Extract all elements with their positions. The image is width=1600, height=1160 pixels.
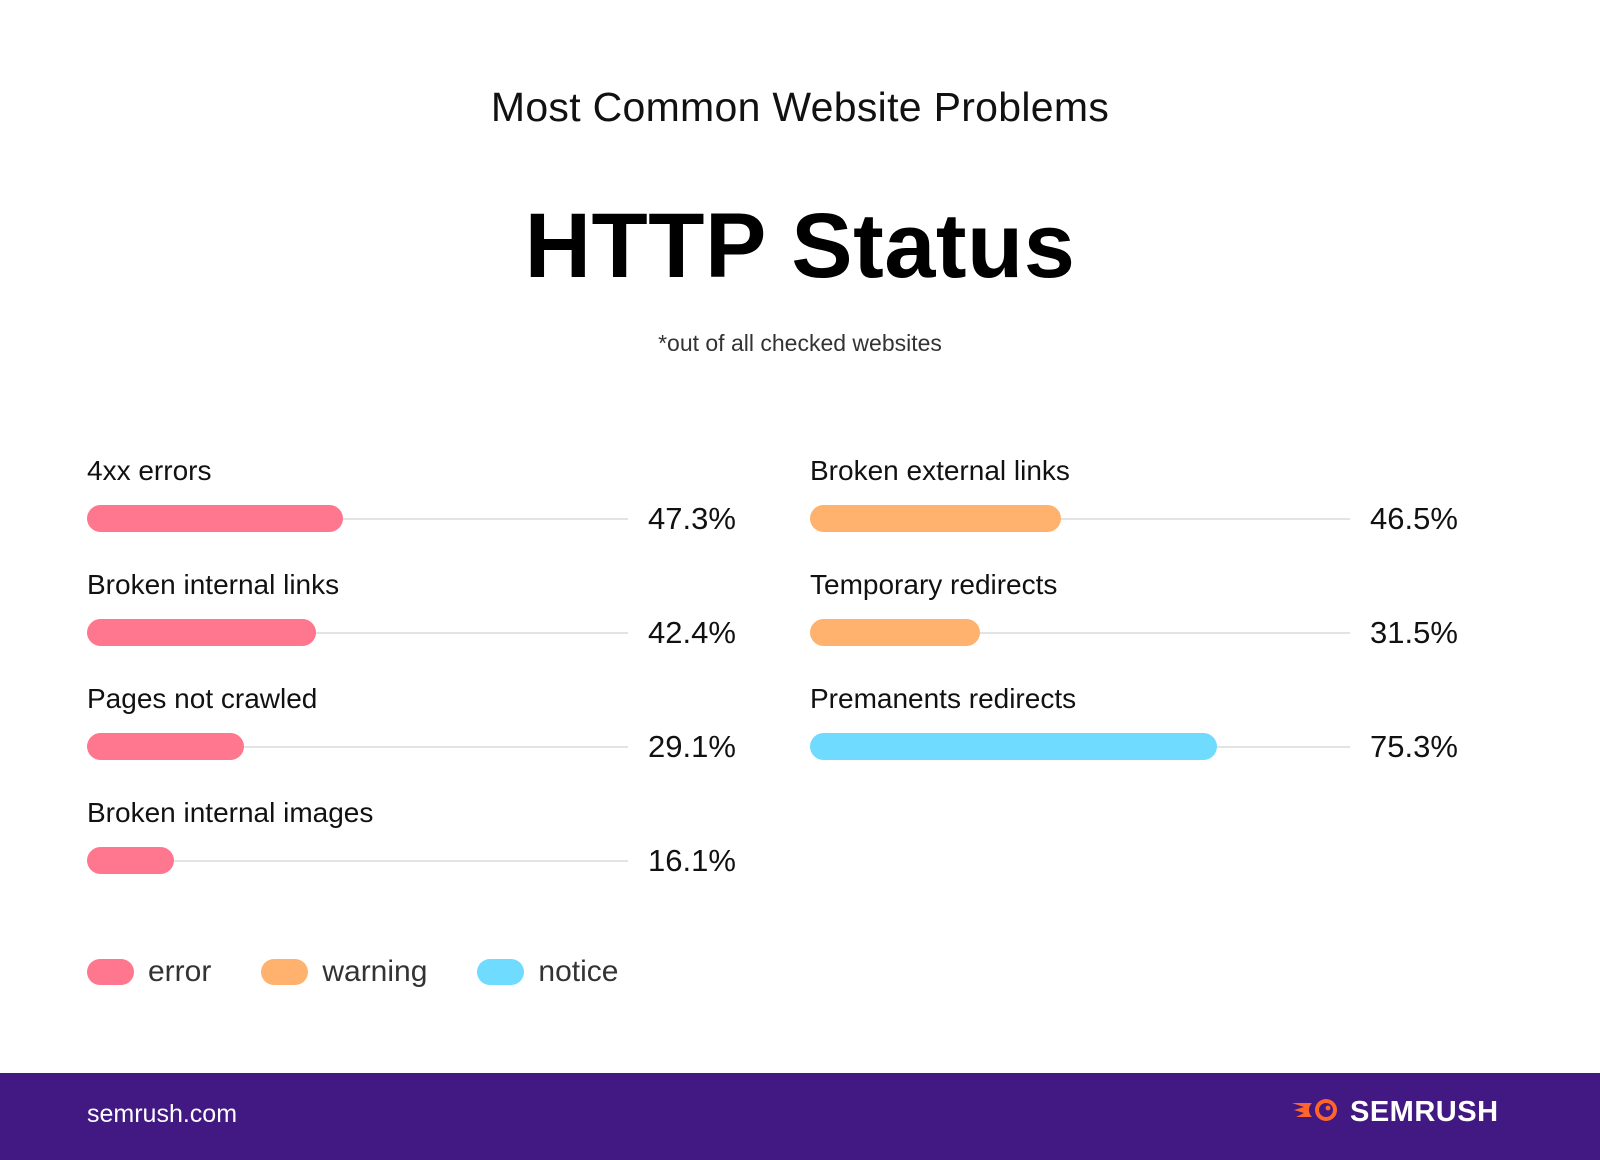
bar-row: Broken external links 46.5% [810,455,1490,555]
semrush-logo-text: SEMRUSH [1350,1096,1499,1128]
bar-track [810,518,1350,520]
bar-label: Temporary redirects [810,569,1058,600]
chart-kicker: Most Common Website Problems [490,84,1110,130]
bar-fill-error [87,847,174,874]
bar-row: Broken internal images 16.1% [87,797,768,897]
bar-row: Pages not crawled 29.1% [87,683,768,783]
chart-subtitle: *out of all checked websites [658,330,942,356]
bar-track [87,860,628,862]
legend-label: warning [322,955,428,988]
bar-label: 4xx errors [87,455,212,486]
footer-site-link[interactable]: semrush.com [87,1100,238,1128]
legend-item-error: error [87,955,211,989]
bar-fill-notice [810,733,1217,760]
bar-track [87,746,628,748]
legend-item-warning: warning [261,955,427,989]
bar-label: Broken external links [810,455,1070,486]
bar-value: 47.3% [648,501,736,536]
bar-label: Broken internal links [87,569,340,600]
legend-swatch-error [87,959,134,985]
bar-value: 29.1% [648,729,736,764]
bar-track [87,632,628,634]
legend-swatch-warning [261,959,309,985]
bar-value: 75.3% [1370,729,1458,764]
bar-label: Premanents redirects [810,683,1077,714]
bar-fill-warning [810,505,1061,532]
bar-row: 4xx errors 47.3% [87,455,768,555]
bar-track [810,632,1350,634]
legend-label: notice [538,955,619,988]
legend-swatch-notice [477,959,525,985]
legend-item-notice: notice [477,955,618,989]
bar-label: Broken internal images [87,797,374,828]
bar-fill-warning [810,619,980,646]
bar-row: Premanents redirects 75.3% [810,683,1490,783]
bar-fill-error [87,619,316,646]
bar-row: Temporary redirects 31.5% [810,569,1490,669]
bar-label: Pages not crawled [87,683,318,714]
semrush-logo: SEMRUSH [1290,1095,1499,1130]
footer: semrush.com SEMRUSH [0,1073,1600,1160]
bar-track [87,518,628,520]
bar-fill-error [87,505,343,532]
bar-fill-error [87,733,244,760]
chart-title: HTTP Status [524,195,1076,297]
bar-value: 16.1% [648,843,736,878]
semrush-fireball-icon [1290,1095,1342,1130]
bar-row: Broken internal links 42.4% [87,569,768,669]
legend: error warning notice [87,955,668,989]
bar-value: 46.5% [1370,501,1458,536]
bar-value: 42.4% [648,615,736,650]
bar-value: 31.5% [1370,615,1458,650]
legend-label: error [148,955,212,988]
